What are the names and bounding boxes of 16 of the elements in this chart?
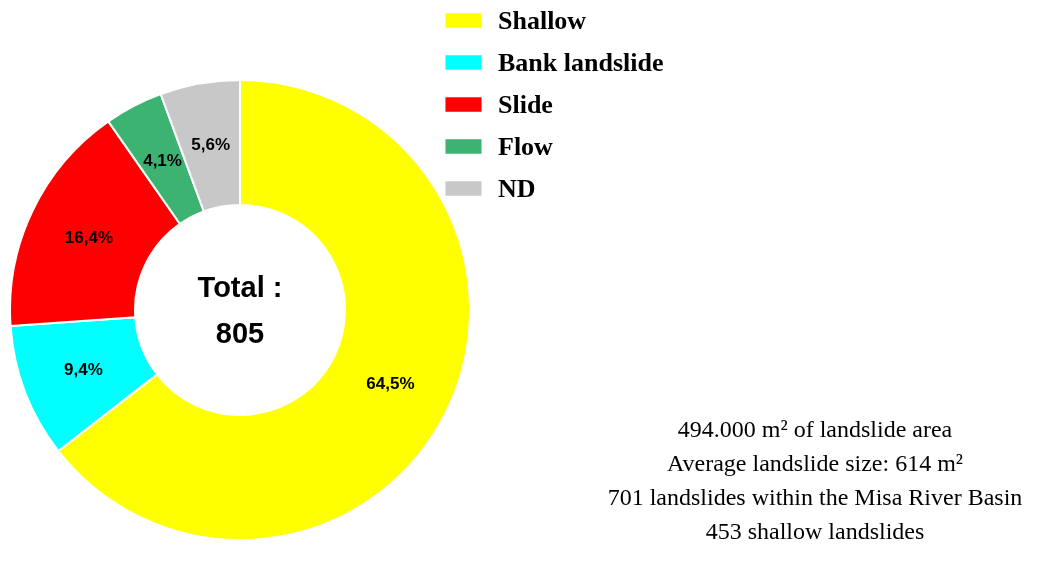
data-label: 5,6% (191, 135, 231, 155)
text: 701 landslides within the Misa River Basin (607, 484, 1023, 510)
legend-label: Bank landslide (498, 47, 664, 77)
legend-label: Shallow (498, 5, 587, 35)
text: 453 shallow landslides (705, 518, 925, 544)
data-label: 64,5% (366, 373, 415, 393)
text: Average landslide size: 614 m² (667, 450, 963, 476)
data-label: 9,4% (64, 359, 103, 379)
text: 805 (215, 317, 265, 349)
legend-label: Flow (498, 131, 554, 161)
data-label: 16,4% (64, 227, 113, 247)
text: 494.000 m² of landslide area (677, 416, 953, 442)
legend-label: ND (498, 173, 536, 203)
text: Total : (197, 271, 283, 303)
legend-label: Slide (498, 89, 553, 119)
data-label: 4,1% (143, 151, 182, 171)
